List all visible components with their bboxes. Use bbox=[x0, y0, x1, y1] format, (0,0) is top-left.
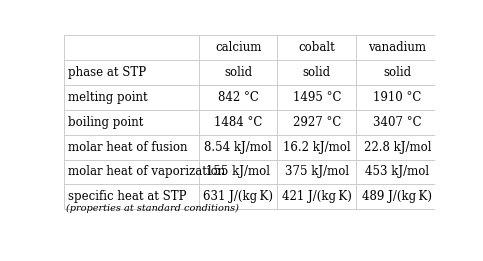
Text: calcium: calcium bbox=[215, 41, 261, 54]
Text: solid: solid bbox=[224, 66, 252, 79]
Text: 631 J/(kg K): 631 J/(kg K) bbox=[203, 190, 273, 203]
Text: 489 J/(kg K): 489 J/(kg K) bbox=[362, 190, 432, 203]
Text: 1910 °C: 1910 °C bbox=[373, 91, 422, 104]
Text: vanadium: vanadium bbox=[368, 41, 426, 54]
Text: 155 kJ/mol: 155 kJ/mol bbox=[206, 165, 270, 179]
Text: solid: solid bbox=[303, 66, 331, 79]
Text: 8.54 kJ/mol: 8.54 kJ/mol bbox=[204, 141, 272, 153]
Text: cobalt: cobalt bbox=[298, 41, 335, 54]
Text: boiling point: boiling point bbox=[68, 116, 143, 129]
Text: (properties at standard conditions): (properties at standard conditions) bbox=[66, 204, 239, 213]
Text: molar heat of fusion: molar heat of fusion bbox=[68, 141, 187, 153]
Text: melting point: melting point bbox=[68, 91, 147, 104]
Text: 2927 °C: 2927 °C bbox=[293, 116, 341, 129]
Text: 16.2 kJ/mol: 16.2 kJ/mol bbox=[283, 141, 351, 153]
Text: 421 J/(kg K): 421 J/(kg K) bbox=[282, 190, 352, 203]
Text: solid: solid bbox=[383, 66, 412, 79]
Text: 375 kJ/mol: 375 kJ/mol bbox=[284, 165, 349, 179]
Text: 842 °C: 842 °C bbox=[218, 91, 258, 104]
Text: 453 kJ/mol: 453 kJ/mol bbox=[365, 165, 429, 179]
Text: specific heat at STP: specific heat at STP bbox=[68, 190, 186, 203]
Text: phase at STP: phase at STP bbox=[68, 66, 146, 79]
Text: molar heat of vaporization: molar heat of vaporization bbox=[68, 165, 225, 179]
Text: 3407 °C: 3407 °C bbox=[373, 116, 422, 129]
Text: 22.8 kJ/mol: 22.8 kJ/mol bbox=[364, 141, 431, 153]
Text: 1484 °C: 1484 °C bbox=[214, 116, 262, 129]
Text: 1495 °C: 1495 °C bbox=[293, 91, 341, 104]
